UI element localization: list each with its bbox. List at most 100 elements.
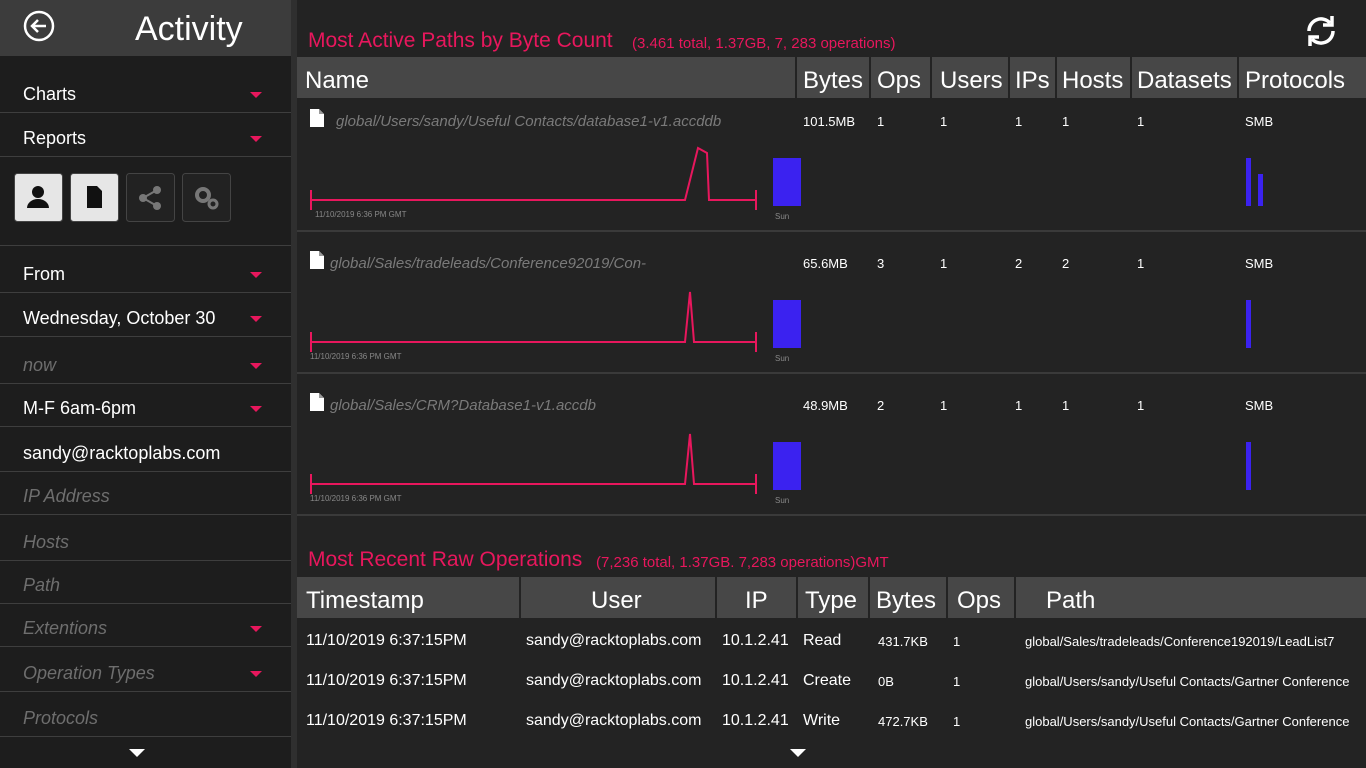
path-name: global/Sales/tradeleads/Conference92019/… <box>330 255 647 272</box>
menu-item[interactable]: Charts <box>23 84 77 104</box>
column-header: Bytes <box>803 67 864 94</box>
column-header: Ops <box>957 587 1002 614</box>
back-button[interactable] <box>22 10 56 44</box>
cell-ops: 1 <box>877 114 885 129</box>
cell-ips: 1 <box>1015 398 1023 413</box>
column-header: Name <box>305 67 370 94</box>
histogram-bar <box>773 300 801 348</box>
column-header: Type <box>805 587 858 614</box>
protocol-bars <box>1246 442 1251 490</box>
cell-datasets: 1 <box>1137 256 1145 271</box>
column-header: Ops <box>877 67 922 94</box>
column-divider <box>869 57 871 98</box>
column-divider <box>930 57 932 98</box>
filter-placeholder[interactable]: Protocols <box>23 708 99 728</box>
icon-button[interactable] <box>14 173 63 222</box>
column-header: IPs <box>1015 67 1050 94</box>
column-divider <box>795 57 797 98</box>
column-header: Protocols <box>1245 67 1346 94</box>
dropdown-caret[interactable] <box>250 363 262 371</box>
operation-cell: 11/10/2019 6:37:15PM <box>306 672 467 689</box>
column-divider <box>1008 57 1010 98</box>
dropdown-caret[interactable] <box>250 626 262 634</box>
cell-ops: 2 <box>877 398 885 413</box>
operation-cell: 10.1.2.41 <box>722 632 789 649</box>
filter-placeholder[interactable]: Operation Types <box>23 663 155 683</box>
operation-cell: 472.7KB <box>878 714 928 729</box>
cell-hosts: 1 <box>1062 114 1070 129</box>
sidebar <box>0 0 291 768</box>
cell-protocols: SMB <box>1245 114 1274 129</box>
separator <box>0 471 291 472</box>
table-header <box>297 577 1366 618</box>
filter-placeholder[interactable]: IP Address <box>23 486 110 506</box>
separator <box>0 112 291 113</box>
dropdown-caret[interactable] <box>250 136 262 144</box>
column-divider <box>946 577 948 618</box>
scroll-down-arrow[interactable] <box>129 749 145 759</box>
table-header <box>297 57 1366 98</box>
filter-field[interactable]: Wednesday, October 30 <box>23 308 216 328</box>
column-header: IP <box>745 587 768 614</box>
sparkline <box>310 291 757 352</box>
filter-placeholder[interactable]: Extentions <box>23 618 108 638</box>
dropdown-caret[interactable] <box>250 316 262 324</box>
column-header: Users <box>940 67 1003 94</box>
filter-placeholder[interactable]: now <box>23 355 57 375</box>
filter-placeholder[interactable]: Path <box>23 575 61 595</box>
operation-cell: Create <box>803 672 852 689</box>
operation-cell: sandy@racktoplabs.com <box>526 672 702 689</box>
cell-users: 1 <box>940 114 948 129</box>
column-divider <box>1237 57 1239 98</box>
operation-cell: Read <box>803 632 842 649</box>
separator <box>0 245 291 246</box>
filter-placeholder[interactable]: Hosts <box>23 532 70 552</box>
section-title: Most Active Paths by Byte Count <box>308 29 613 52</box>
column-divider <box>1130 57 1132 98</box>
dropdown-caret[interactable] <box>250 406 262 414</box>
separator <box>0 156 291 157</box>
column-divider <box>519 577 521 618</box>
scroll-down-arrow[interactable] <box>790 749 806 759</box>
filter-field[interactable]: From <box>23 264 65 284</box>
operation-cell: 1 <box>953 634 961 649</box>
column-header: User <box>591 587 642 614</box>
filter-field[interactable]: M-F 6am-6pm <box>23 398 137 418</box>
histogram-bar <box>773 442 801 490</box>
dropdown-caret[interactable] <box>250 272 262 280</box>
separator <box>0 603 291 604</box>
operation-cell: 10.1.2.41 <box>722 672 789 689</box>
cell-ips: 1 <box>1015 114 1023 129</box>
operation-cell: sandy@racktoplabs.com <box>526 632 702 649</box>
sparkline-date: 11/10/2019 6:36 PM GMT <box>315 210 407 219</box>
histogram-day: Sun <box>775 212 790 221</box>
operation-cell: global/Users/sandy/Useful Contacts/Gartn… <box>1025 714 1350 729</box>
filter-field[interactable]: sandy@racktoplabs.com <box>23 443 221 463</box>
separator <box>0 383 291 384</box>
operation-cell: global/Users/sandy/Useful Contacts/Gartn… <box>1025 674 1350 689</box>
separator <box>0 336 291 337</box>
operation-cell: 431.7KB <box>878 634 928 649</box>
dropdown-caret[interactable] <box>250 671 262 679</box>
icon-button[interactable] <box>182 173 231 222</box>
sidebar-header <box>0 0 291 56</box>
icon-button[interactable] <box>126 173 175 222</box>
sparkline <box>310 146 757 210</box>
menu-item[interactable]: Reports <box>23 128 87 148</box>
sparkline-date: 11/10/2019 6:36 PM GMT <box>310 352 402 361</box>
operation-cell: Write <box>803 712 841 729</box>
file-icon <box>310 393 324 411</box>
separator <box>0 736 291 737</box>
refresh-button[interactable] <box>1302 12 1340 50</box>
column-header: Datasets <box>1137 67 1232 94</box>
icon-button[interactable] <box>70 173 119 222</box>
dropdown-caret[interactable] <box>250 92 262 100</box>
cell-hosts: 1 <box>1062 398 1070 413</box>
file-icon <box>310 251 324 269</box>
operation-cell: 1 <box>953 714 961 729</box>
separator <box>0 426 291 427</box>
cell-ips: 2 <box>1015 256 1023 271</box>
operation-cell: 0B <box>878 674 894 689</box>
cell-users: 1 <box>940 256 948 271</box>
cell-protocols: SMB <box>1245 256 1274 271</box>
